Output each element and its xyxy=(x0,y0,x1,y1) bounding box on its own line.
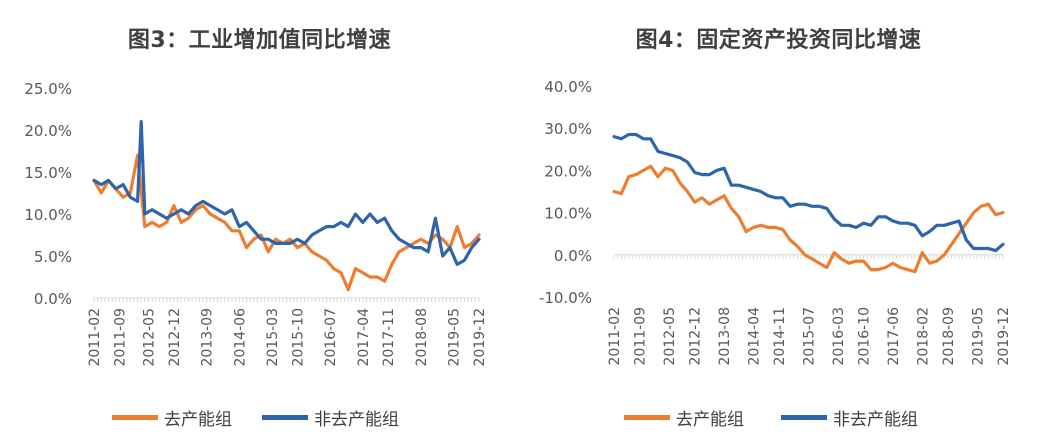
legend-label: 非去产能组 xyxy=(314,409,399,430)
series-line-destocking xyxy=(612,164,1005,274)
legend-swatch-orange xyxy=(624,414,670,420)
y-tick-label: 10.0% xyxy=(24,206,72,224)
x-tick-label: 2019-05 xyxy=(970,307,986,366)
y-tick-label: 10.0% xyxy=(544,205,592,223)
y-tick-label: 5.0% xyxy=(34,248,72,266)
series-line-non-destocking xyxy=(92,119,481,266)
x-tick-label: 2017-04 xyxy=(356,308,372,367)
line-chart-industrial-growth: 0.0% 5.0% 10.0% 15.0% 20.0% 25.0% 2011-02 2011-… xyxy=(24,80,488,367)
x-tick-label: 2012-05 xyxy=(141,308,157,367)
x-tick-label: 2012-05 xyxy=(662,307,678,366)
x-tick-label: 2014-06 xyxy=(232,308,248,367)
y-tick-label: 30.0% xyxy=(544,120,592,138)
chart-title: 图4：固定资产投资同比增速 xyxy=(635,28,922,53)
x-tick-label: 2016-03 xyxy=(831,307,847,366)
x-tick-label: 2013-08 xyxy=(717,307,733,366)
x-tick-label: 2011-09 xyxy=(633,307,649,366)
x-tick-label: 2014-11 xyxy=(772,307,788,366)
chart-panel-industrial-growth: 图3：工业增加值同比增速 0.0% 5.0% 10.0% 15.0% 20.0% 25.0… xyxy=(0,28,519,430)
y-tick-label: 20.0% xyxy=(24,122,72,140)
x-tick-label: 2019-05 xyxy=(447,308,463,367)
x-tick-label: 2017-11 xyxy=(381,308,397,367)
y-tick-label: 40.0% xyxy=(544,78,592,96)
x-tick-label: 2018-02 xyxy=(915,307,931,366)
legend-label: 去产能组 xyxy=(676,409,744,430)
x-tick-label: 2015-03 xyxy=(265,308,281,367)
chart-legend: 去产能组 非去产能组 xyxy=(0,404,519,430)
legend-label: 去产能组 xyxy=(164,409,232,430)
y-tick-label: 15.0% xyxy=(24,164,72,182)
legend-label: 非去产能组 xyxy=(833,409,918,430)
x-tick-label: 2011-02 xyxy=(87,308,103,367)
legend-swatch-blue xyxy=(781,414,827,420)
legend-swatch-blue xyxy=(262,414,308,420)
x-tick-label: 2018-09 xyxy=(941,307,957,366)
y-tick-label: 20.0% xyxy=(544,162,592,180)
x-tick-label: 2014-04 xyxy=(746,307,762,366)
y-tick-label: 0.0% xyxy=(554,247,592,265)
x-tick-label: 2019-12 xyxy=(996,307,1012,366)
x-tick-label: 2019-12 xyxy=(472,308,488,367)
x-tick-label: 2012-12 xyxy=(688,307,704,366)
chart-title: 图3：工业增加值同比增速 xyxy=(127,28,392,53)
legend-item-destocking: 去产能组 xyxy=(112,404,232,430)
x-tick-label: 2015-10 xyxy=(290,308,306,367)
legend-swatch-orange xyxy=(112,414,158,420)
x-tick-label: 2011-09 xyxy=(112,308,128,367)
x-tick-label: 2017-06 xyxy=(886,307,902,366)
x-tick-label: 2016-10 xyxy=(857,307,873,366)
chart-legend: 去产能组 非去产能组 xyxy=(519,404,1038,430)
chart-panel-fixed-asset-investment: 图4：固定资产投资同比增速 -10.0% 0.0% 10.0% 20.0% 30.0% 4… xyxy=(519,0,1038,438)
legend-item-destocking: 去产能组 xyxy=(624,404,744,430)
y-tick-label: 0.0% xyxy=(34,290,72,308)
x-tick-label: 2016-07 xyxy=(323,308,339,367)
y-tick-label: -10.0% xyxy=(539,289,592,307)
x-tick-label: 2013-09 xyxy=(200,308,216,367)
x-tick-label: 2015-07 xyxy=(802,307,818,366)
legend-item-non-destocking: 非去产能组 xyxy=(781,404,918,430)
series-line-destocking xyxy=(92,153,481,292)
x-tick-label: 2011-02 xyxy=(607,307,623,366)
y-tick-label: 25.0% xyxy=(24,80,72,98)
x-tick-label: 2012-12 xyxy=(167,308,183,367)
legend-item-non-destocking: 非去产能组 xyxy=(262,404,399,430)
line-chart-fixed-asset-investment: -10.0% 0.0% 10.0% 20.0% 30.0% 40.0% 2011-02 201… xyxy=(539,78,1012,366)
x-tick-label: 2018-08 xyxy=(414,308,430,367)
series-line-non-destocking xyxy=(612,132,1005,253)
